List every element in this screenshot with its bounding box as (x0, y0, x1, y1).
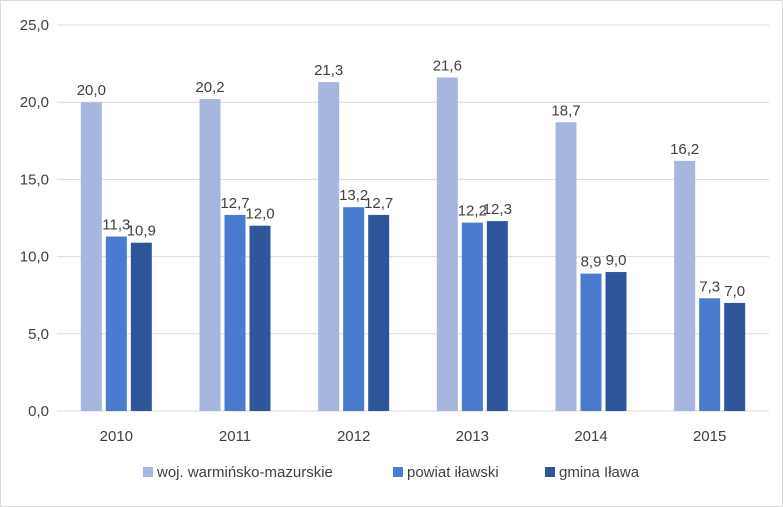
legend-swatch (143, 467, 153, 477)
y-tick-label: 0,0 (28, 403, 49, 420)
bar (343, 207, 365, 411)
data-label: 11,3 (102, 217, 130, 234)
y-tick-label: 15,0 (20, 171, 49, 188)
legend-label: gmina Iława (559, 464, 640, 481)
data-label: 10,9 (127, 223, 156, 240)
bar (580, 273, 602, 411)
bar (436, 77, 458, 411)
data-label: 12,2 (458, 203, 487, 220)
data-label: 21,3 (314, 62, 343, 79)
data-label: 12,7 (364, 195, 393, 212)
bar (249, 225, 271, 411)
data-label: 12,0 (245, 206, 274, 223)
legend-swatch (545, 467, 555, 477)
bar (105, 236, 127, 411)
legend-swatch (393, 467, 403, 477)
bar (130, 242, 152, 411)
bar (674, 160, 696, 411)
data-label: 9,0 (606, 252, 627, 269)
data-label: 8,9 (581, 254, 602, 271)
bar (724, 302, 746, 411)
data-label: 13,2 (339, 187, 368, 204)
x-tick-label: 2012 (337, 428, 370, 445)
y-tick-label: 20,0 (20, 94, 49, 111)
data-label: 12,3 (483, 201, 512, 218)
data-label: 16,2 (670, 141, 699, 158)
bar (605, 272, 627, 411)
data-label: 21,6 (433, 57, 462, 74)
data-label: 20,0 (77, 82, 106, 99)
legend-label: powiat iławski (407, 464, 499, 481)
y-tick-label: 10,0 (20, 249, 49, 266)
bar (486, 221, 508, 411)
bar (318, 82, 340, 412)
bar (224, 214, 246, 411)
bar (555, 122, 577, 411)
data-label: 18,7 (551, 102, 580, 119)
data-label: 20,2 (195, 79, 224, 96)
x-tick-label: 2013 (456, 428, 489, 445)
data-label: 12,7 (220, 195, 249, 212)
bar (699, 298, 721, 411)
y-tick-label: 5,0 (28, 326, 49, 343)
x-tick-label: 2014 (574, 428, 607, 445)
bar (461, 222, 483, 411)
x-tick-label: 2015 (693, 428, 726, 445)
x-tick-label: 2011 (219, 428, 251, 445)
data-label: 7,3 (699, 278, 720, 295)
bar (368, 214, 390, 411)
bar (80, 102, 102, 411)
data-label: 7,0 (724, 283, 745, 300)
legend-label: woj. warmińsko-mazurskie (156, 464, 333, 481)
y-tick-label: 25,0 (20, 17, 49, 34)
bar (199, 99, 221, 411)
x-tick-label: 2010 (100, 428, 133, 445)
